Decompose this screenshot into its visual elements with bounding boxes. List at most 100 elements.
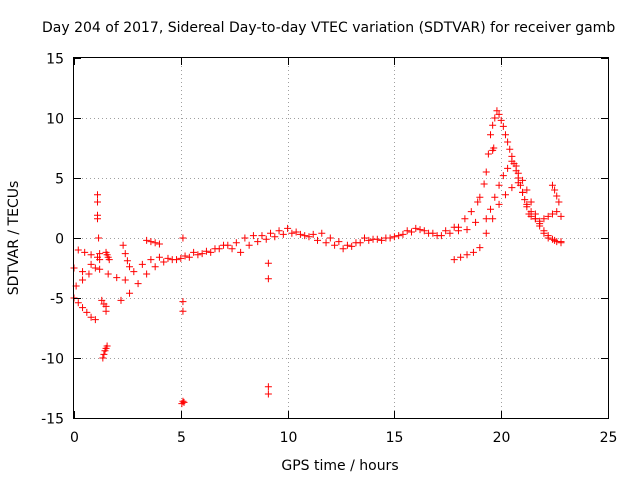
data-point: [262, 235, 270, 243]
data-point: [446, 229, 454, 237]
series-tail-upper: [454, 107, 565, 231]
data-point: [74, 246, 82, 254]
data-point: [326, 234, 334, 242]
data-point: [180, 398, 188, 406]
data-point: [130, 268, 138, 276]
y-axis-title: SDTVAR / TECUs: [6, 181, 22, 296]
data-point: [91, 316, 99, 324]
data-point: [100, 350, 108, 358]
data-point: [318, 229, 326, 237]
x-tick-label: 5: [177, 430, 186, 446]
data-point: [279, 230, 287, 238]
y-tick-label: 10: [46, 112, 64, 128]
data-point: [151, 239, 159, 247]
data-point: [99, 354, 107, 362]
data-point: [489, 215, 497, 223]
y-tick-label: -10: [41, 352, 64, 368]
data-point: [514, 179, 522, 187]
data-point: [523, 186, 531, 194]
data-point: [487, 205, 495, 213]
data-point: [482, 229, 490, 237]
x-tick-label: 25: [600, 430, 618, 446]
data-point: [305, 233, 313, 241]
series-cluster-1.6h: [102, 248, 113, 264]
data-point: [378, 236, 386, 244]
series-outlier-19.6h: [489, 144, 498, 154]
data-point: [469, 248, 477, 256]
data-point: [403, 227, 411, 235]
data-point: [264, 390, 272, 398]
data-point: [202, 247, 210, 255]
data-point: [103, 342, 111, 350]
data-point: [491, 193, 499, 201]
data-point: [395, 232, 403, 240]
data-point: [519, 188, 527, 196]
data-point: [557, 239, 565, 247]
data-point: [454, 223, 462, 231]
data-point: [501, 191, 509, 199]
data-point: [495, 181, 503, 189]
data-point: [123, 257, 131, 265]
data-point: [113, 274, 121, 282]
data-point: [335, 238, 343, 246]
data-point: [85, 270, 93, 278]
data-point: [489, 121, 497, 129]
data-point: [474, 198, 482, 206]
data-point: [147, 238, 155, 246]
data-point: [527, 198, 535, 206]
data-point: [155, 253, 163, 261]
data-point: [179, 307, 187, 315]
data-point: [476, 244, 484, 252]
y-tick-label: 15: [46, 52, 64, 68]
data-point: [482, 215, 490, 223]
data-point: [508, 184, 516, 192]
data-point: [412, 224, 420, 232]
data-point: [249, 232, 257, 240]
data-point: [79, 268, 87, 276]
data-point: [365, 236, 373, 244]
data-point: [83, 308, 91, 316]
data-point: [207, 248, 215, 256]
data-point: [499, 172, 507, 180]
data-point: [309, 230, 317, 238]
data-point: [198, 250, 206, 258]
data-point: [476, 193, 484, 201]
x-tick-labels: 0 5 10 15 20 25: [70, 430, 617, 446]
series-tail-middle: [482, 157, 565, 246]
data-point: [521, 196, 529, 204]
data-point: [185, 253, 193, 261]
x-tick-label: 10: [280, 430, 298, 446]
data-point: [360, 234, 368, 242]
data-point: [508, 157, 516, 165]
chart-title: Day 204 of 2017, Sidereal Day-to-day VTE…: [42, 20, 615, 36]
series-cluster-3.5h: [143, 236, 163, 248]
data-point: [322, 239, 330, 247]
data-point: [331, 241, 339, 249]
data-point: [506, 145, 514, 153]
data-point: [555, 198, 563, 206]
data-point: [356, 239, 364, 247]
series-lower-arc: [117, 223, 458, 304]
data-point: [241, 234, 249, 242]
data-point: [416, 226, 424, 234]
data-point: [527, 208, 535, 216]
data-point: [544, 232, 552, 240]
series-spike-5h-low: [178, 398, 188, 408]
data-point: [79, 276, 87, 284]
data-point: [237, 248, 245, 256]
data-point: [151, 263, 159, 271]
data-point: [93, 198, 101, 206]
series-descent-1.5h: [98, 296, 110, 315]
series-dip-1.5h: [99, 342, 111, 362]
y-tick-labels: 15 10 5 0 -5 -10 -15: [41, 52, 64, 428]
data-point: [98, 296, 106, 304]
data-point: [160, 258, 168, 266]
data-point: [420, 227, 428, 235]
data-point: [487, 131, 495, 139]
data-point: [548, 181, 556, 189]
data-point: [292, 228, 300, 236]
series-cluster-22.5h: [548, 181, 563, 206]
data-point: [504, 138, 512, 146]
data-point: [553, 192, 561, 200]
